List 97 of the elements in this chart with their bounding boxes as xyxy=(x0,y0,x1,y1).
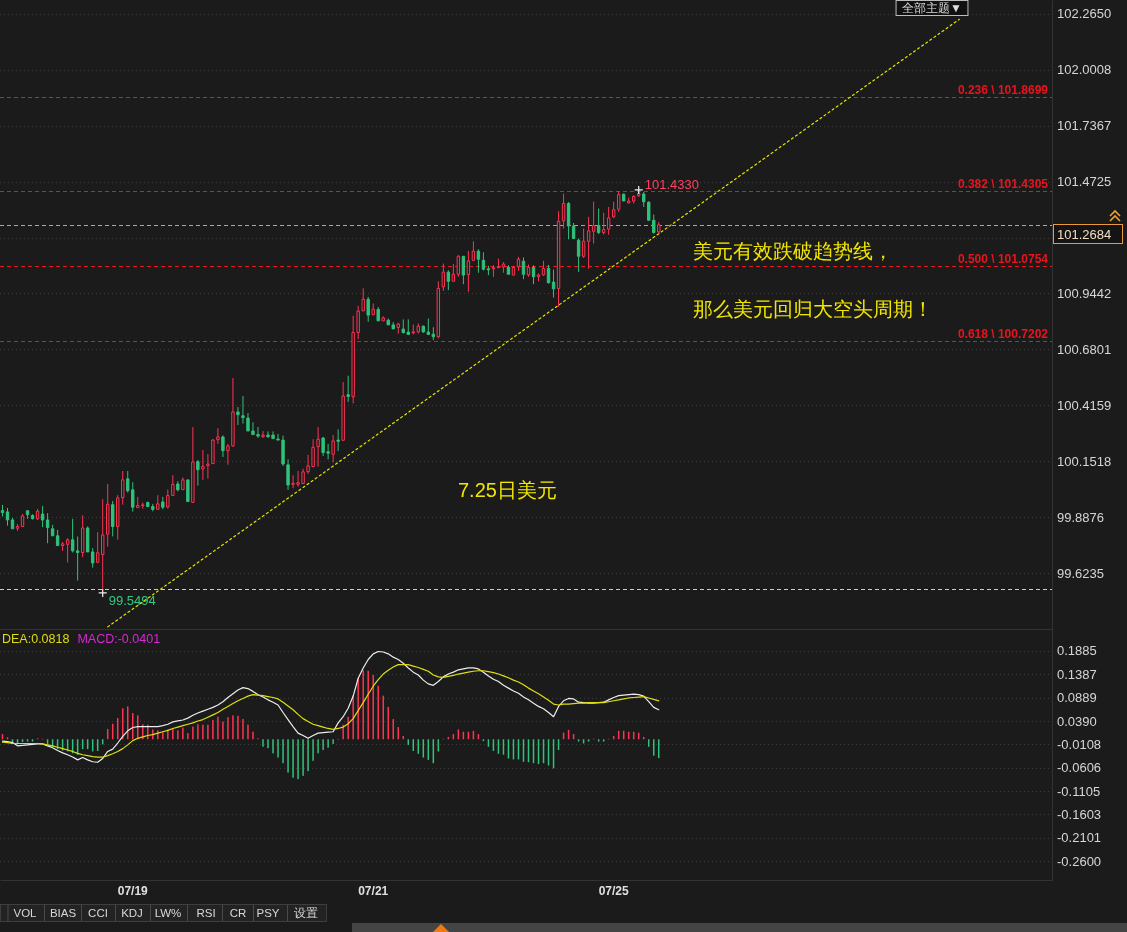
candlestick xyxy=(55,529,60,547)
candlestick xyxy=(191,426,195,504)
candlestick xyxy=(111,500,115,537)
candlestick xyxy=(176,480,180,492)
candlestick xyxy=(221,434,225,458)
candlestick xyxy=(531,264,536,285)
y-tick-label: 100.4159 xyxy=(1057,398,1112,414)
candlestick xyxy=(642,191,646,208)
annotation: 7.25日美元 xyxy=(458,479,557,501)
candlestick xyxy=(436,280,441,339)
y-tick-label: 102.2650 xyxy=(1057,6,1112,22)
candlestick xyxy=(341,381,345,441)
annotation: 美元有效跌破趋势线， xyxy=(693,240,893,262)
candlestick xyxy=(196,459,200,487)
candlestick xyxy=(466,250,471,293)
ref-line-label: 0.236 \ 101.8699 xyxy=(957,82,1049,97)
candlestick xyxy=(581,228,586,259)
candlestick xyxy=(181,476,185,491)
candlestick xyxy=(30,513,35,521)
candlestick xyxy=(396,322,400,335)
ref-line-label: 0.618 \ 100.7202 xyxy=(957,326,1049,341)
candlestick xyxy=(461,255,466,285)
candlestick xyxy=(601,212,606,236)
candlestick xyxy=(50,524,55,537)
candlestick xyxy=(371,302,375,316)
annotation: 那么美元回归大空头周期！ xyxy=(693,298,933,320)
candlestick xyxy=(591,201,596,245)
candlestick xyxy=(476,248,481,274)
candlestick xyxy=(15,523,20,532)
y-tick-label: 100.1518 xyxy=(1057,453,1112,469)
candlestick xyxy=(546,264,551,285)
candlestick xyxy=(80,514,85,558)
candlestick xyxy=(496,258,501,269)
y-tick-label: 100.9442 xyxy=(1057,286,1112,302)
y-tick-label: 101.7367 xyxy=(1057,118,1112,134)
candlestick xyxy=(491,264,496,278)
candlestick xyxy=(236,406,240,426)
candlestick xyxy=(501,261,506,274)
y-tick-label: 100.6801 xyxy=(1057,342,1112,358)
candlestick xyxy=(541,260,546,277)
candlestick xyxy=(561,193,566,230)
candlestick xyxy=(75,535,80,581)
ref-line-label: 101.2684 xyxy=(1057,227,1112,242)
candlestick xyxy=(261,430,265,439)
candlestick xyxy=(65,537,70,563)
annotation: 99.5494 xyxy=(108,593,156,609)
candlestick xyxy=(657,221,661,235)
candlestick xyxy=(316,426,320,468)
ref-line-label: 0.382 \ 101.4305 xyxy=(957,176,1049,191)
candlestick xyxy=(35,508,40,521)
candlestick xyxy=(441,262,446,292)
candlestick xyxy=(70,518,75,554)
candlestick xyxy=(506,264,511,275)
y-tick-label: 99.8876 xyxy=(1057,509,1104,525)
candlestick xyxy=(20,513,25,527)
candlestick xyxy=(456,254,461,278)
candlestick xyxy=(511,265,516,276)
candlestick xyxy=(551,269,556,299)
y-tick-label: 102.0008 xyxy=(1057,62,1112,78)
candlestick xyxy=(571,222,576,239)
candlestick xyxy=(526,264,531,278)
candlestick xyxy=(471,240,476,262)
candlestick xyxy=(161,496,165,510)
candlestick xyxy=(586,216,591,270)
candlestick xyxy=(536,272,541,282)
candlestick xyxy=(156,494,160,510)
candlestick xyxy=(346,375,350,403)
candlestick xyxy=(25,509,30,520)
candlestick xyxy=(516,256,521,272)
candlestick xyxy=(366,296,370,323)
candlestick xyxy=(521,257,526,280)
y-tick-label: 99.6235 xyxy=(1057,565,1104,581)
candlestick xyxy=(481,251,486,271)
candlestick xyxy=(186,479,190,503)
candlestick xyxy=(451,263,456,282)
candlestick xyxy=(446,269,451,291)
candlestick xyxy=(566,201,571,240)
candlestick xyxy=(486,265,491,276)
candlestick xyxy=(40,505,45,528)
candlestick xyxy=(10,517,15,530)
candlestick xyxy=(5,507,10,527)
candlestick xyxy=(45,512,50,544)
candlestick xyxy=(0,504,5,518)
candlestick xyxy=(381,315,385,322)
candlestick xyxy=(60,541,65,552)
candlestick xyxy=(621,193,626,202)
annotation: 全部主题▼ xyxy=(902,1,962,15)
candlestick xyxy=(576,237,581,273)
candlestick xyxy=(556,210,561,308)
ref-line-label: 0.500 \ 101.0754 xyxy=(957,251,1049,266)
candlestick xyxy=(331,434,335,464)
candlestick xyxy=(201,449,205,481)
candlestick xyxy=(376,306,380,322)
y-tick-label: 101.4725 xyxy=(1057,174,1112,190)
candlestick xyxy=(596,208,601,235)
annotation: 101.4330 xyxy=(644,177,699,193)
candlestick xyxy=(336,428,340,452)
